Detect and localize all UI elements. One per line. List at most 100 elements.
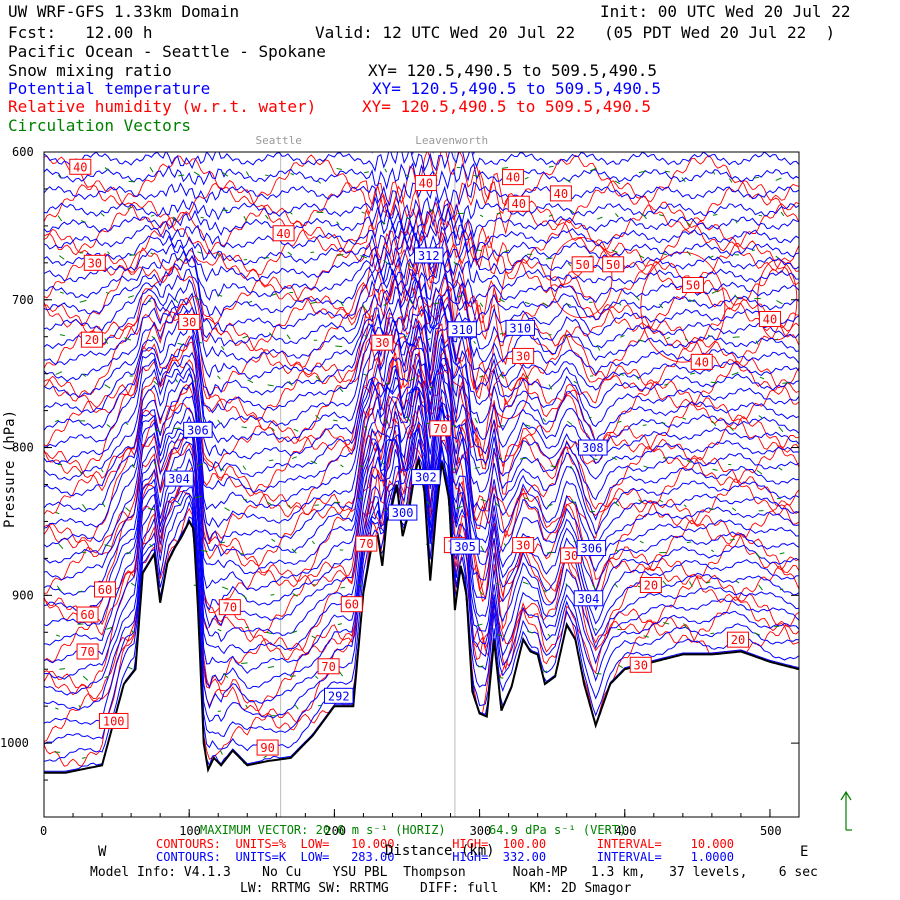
circulation-vector bbox=[522, 581, 529, 585]
rh-contour bbox=[44, 301, 799, 497]
theta-contour bbox=[44, 386, 799, 596]
circulation-vector bbox=[198, 341, 203, 344]
circulation-vector bbox=[336, 221, 340, 225]
circulation-vector bbox=[150, 252, 154, 255]
circulation-vector bbox=[82, 675, 89, 681]
y-axis-label: Pressure (hPa) bbox=[2, 409, 18, 528]
theta-contour bbox=[44, 311, 799, 448]
circulation-vector bbox=[666, 336, 670, 340]
circulation-vector bbox=[684, 338, 689, 341]
circulation-vector bbox=[58, 255, 65, 260]
circulation-vector bbox=[59, 668, 66, 670]
rh-contour bbox=[44, 420, 799, 663]
circulation-vector bbox=[104, 544, 112, 547]
circulation-vector bbox=[662, 580, 667, 586]
rh-contour-label: 30 bbox=[516, 539, 530, 553]
circulation-vector bbox=[589, 167, 597, 172]
circulation-vector bbox=[245, 171, 250, 177]
circulation-vector bbox=[333, 419, 338, 422]
x-tick-label: 400 bbox=[615, 824, 637, 838]
circulation-vector bbox=[545, 257, 553, 260]
circulation-vector bbox=[336, 167, 343, 170]
theta-contour bbox=[44, 408, 799, 664]
circulation-vector bbox=[130, 582, 136, 587]
circulation-vector bbox=[480, 545, 485, 552]
circulation-vector bbox=[754, 176, 760, 179]
circulation-vector bbox=[268, 666, 275, 669]
circulation-vector bbox=[362, 304, 367, 311]
theta-contour bbox=[44, 195, 799, 225]
circulation-vector bbox=[474, 466, 480, 469]
circulation-vector bbox=[613, 501, 620, 507]
theta-contour-label: 302 bbox=[415, 471, 437, 485]
circulation-vector bbox=[59, 334, 65, 337]
circulation-vector bbox=[269, 459, 274, 462]
circulation-vector bbox=[148, 508, 156, 511]
rh-contour-label: 40 bbox=[554, 187, 568, 201]
circulation-vector bbox=[498, 298, 505, 303]
circulation-vector bbox=[124, 337, 132, 341]
circulation-vector bbox=[177, 342, 183, 346]
circulation-vector bbox=[663, 621, 670, 625]
circulation-vector bbox=[614, 583, 619, 588]
rh-contour-label: 30 bbox=[564, 549, 578, 563]
circulation-vector bbox=[219, 468, 225, 471]
theta-contour bbox=[44, 281, 799, 383]
circulation-vector bbox=[383, 303, 387, 306]
circulation-vector bbox=[82, 504, 87, 511]
circulation-vector bbox=[408, 377, 416, 382]
rh-contour-label: 30 bbox=[375, 336, 389, 350]
circulation-vector bbox=[710, 632, 715, 635]
theta-contour-label-box bbox=[323, 687, 354, 704]
circulation-vector bbox=[642, 424, 647, 426]
theta-contour bbox=[44, 162, 799, 190]
rh-contour-label-box bbox=[355, 535, 378, 552]
rh-contour-label-box bbox=[549, 185, 572, 202]
circulation-vector bbox=[426, 500, 431, 506]
circulation-vector bbox=[548, 384, 553, 390]
circulation-vector bbox=[221, 586, 229, 590]
circulation-vector bbox=[782, 382, 790, 384]
theta-contour-label: 310 bbox=[509, 321, 531, 335]
field-theta-xy: XY= 120.5,490.5 to 509.5,490.5 bbox=[372, 79, 661, 98]
theta-contour-label-box bbox=[576, 540, 607, 557]
circulation-vector bbox=[659, 499, 664, 503]
circulation-vector bbox=[57, 215, 63, 222]
circulation-vector bbox=[547, 633, 552, 638]
circulation-vector bbox=[131, 630, 135, 634]
circulation-vector bbox=[503, 249, 510, 253]
circulation-vector bbox=[79, 470, 83, 475]
circulation-vector bbox=[500, 425, 505, 427]
circulation-vector bbox=[216, 252, 220, 257]
circulation-vector bbox=[641, 213, 647, 220]
circulation-vector bbox=[287, 251, 292, 256]
circulation-vector bbox=[318, 704, 322, 707]
circulation-vector bbox=[242, 465, 247, 470]
circulation-vector bbox=[479, 302, 484, 308]
circulation-vector bbox=[293, 428, 299, 432]
circulation-vector bbox=[619, 373, 624, 376]
circulation-vector bbox=[734, 294, 739, 300]
x-tick-label: 300 bbox=[470, 824, 492, 838]
theta-contour-label: 310 bbox=[451, 323, 473, 337]
rh-contour-label: 70 bbox=[433, 422, 447, 436]
circulation-vector bbox=[194, 495, 202, 499]
location-label: Leavenworth bbox=[415, 134, 488, 147]
rh-contour-label: 70 bbox=[80, 645, 94, 659]
rh-contour-label: 70 bbox=[321, 660, 335, 674]
theta-contour-label-box bbox=[447, 321, 477, 338]
circulation-vector bbox=[565, 583, 569, 587]
circulation-vector bbox=[596, 344, 601, 351]
circulation-vector bbox=[635, 375, 640, 381]
circulation-vector bbox=[480, 498, 488, 502]
theta-contour-label-box bbox=[450, 538, 480, 555]
circulation-vector bbox=[637, 339, 645, 342]
circulation-vector bbox=[664, 383, 669, 386]
circulation-vector bbox=[758, 214, 763, 217]
circulation-vector bbox=[56, 585, 62, 592]
circulation-vector bbox=[682, 417, 687, 420]
rh-contour-label-box bbox=[602, 256, 625, 273]
rh-contour-label-box bbox=[178, 313, 201, 330]
circulation-vector bbox=[149, 543, 153, 547]
circulation-vector bbox=[340, 464, 344, 468]
